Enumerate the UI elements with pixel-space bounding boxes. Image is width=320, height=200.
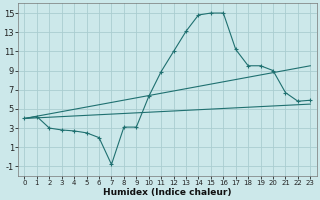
- X-axis label: Humidex (Indice chaleur): Humidex (Indice chaleur): [103, 188, 232, 197]
